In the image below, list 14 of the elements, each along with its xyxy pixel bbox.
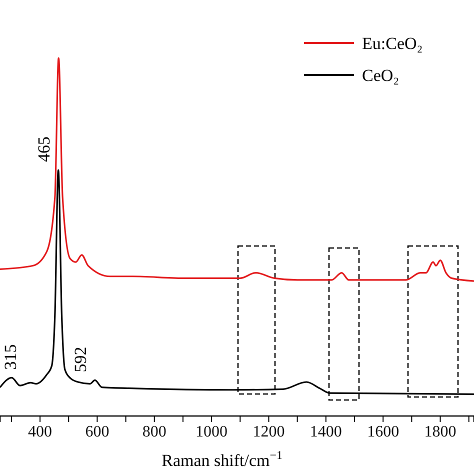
x-tick-label: 1200 — [252, 423, 285, 440]
x-axis-title: Raman shift/cm$^{−1}$ — [162, 448, 282, 470]
x-tick-label: 600 — [85, 423, 110, 440]
x-tick-label: 400 — [28, 423, 52, 440]
x-tick-label: 1800 — [424, 423, 456, 440]
legend-label: Eu:CeO₂ — [362, 34, 423, 53]
legend-label: CeO₂ — [362, 66, 400, 85]
x-tick-label: 1600 — [367, 423, 400, 440]
x-tick-label: 1400 — [310, 423, 342, 440]
x-tick-label: 1000 — [196, 423, 228, 440]
annotation: 315 — [1, 344, 20, 370]
annotation: 592 — [70, 346, 90, 372]
x-tick-label: 800 — [142, 423, 166, 440]
annotation: 465 — [34, 136, 54, 162]
